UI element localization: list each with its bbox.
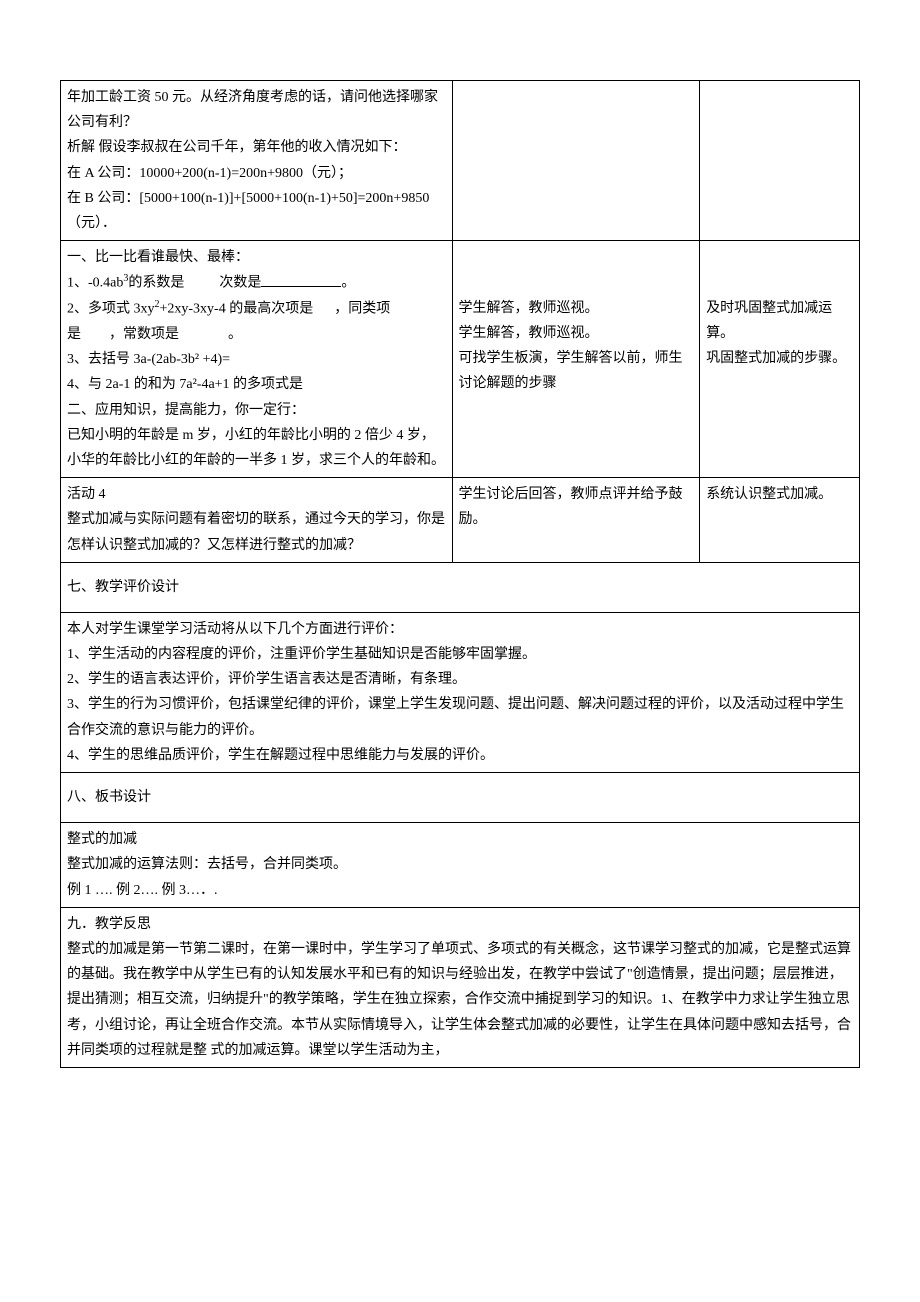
section-7-header: 七、教学评价设计 xyxy=(61,562,860,612)
section-header-row: 七、教学评价设计 xyxy=(61,562,860,612)
section-9: 九．教学反思 整式的加减是第一节第二课时，在第一课时中，学生学习了单项式、多项式… xyxy=(61,907,860,1067)
text-line: 本人对学生课堂学习活动将从以下几个方面进行评价： xyxy=(67,617,853,642)
purpose-cell xyxy=(700,81,860,241)
activity-cell: 一、比一比看谁最快、最棒： 1、-0.4ab3的系数是 次数是。 2、多项式 3… xyxy=(61,241,453,478)
text-line: 学生解答，教师巡视。 xyxy=(459,321,694,346)
section-7-body: 本人对学生课堂学习活动将从以下几个方面进行评价： 1、学生活动的内容程度的评价，… xyxy=(61,612,860,772)
text-line: 2、学生的语言表达评价，评价学生语言表达是否清晰，有条理。 xyxy=(67,667,853,692)
section-8-header: 八、板书设计 xyxy=(61,773,860,823)
section-9-header: 九．教学反思 xyxy=(67,912,853,937)
guidance-cell xyxy=(452,81,700,241)
text-line: 1、学生活动的内容程度的评价，注重评价学生基础知识是否能够牢固掌握。 xyxy=(67,642,853,667)
text-line: 年加工龄工资 50 元。从经济角度考虑的话，请问他选择哪家公司有利？ xyxy=(67,85,446,135)
activity-cell: 年加工龄工资 50 元。从经济角度考虑的话，请问他选择哪家公司有利？ 析解 假设… xyxy=(61,81,453,241)
section-header-row: 八、板书设计 xyxy=(61,773,860,823)
question-line: 1、-0.4ab3的系数是 次数是。 xyxy=(67,270,446,296)
section-body-row: 本人对学生课堂学习活动将从以下几个方面进行评价： 1、学生活动的内容程度的评价，… xyxy=(61,612,860,772)
section-body-row: 九．教学反思 整式的加减是第一节第二课时，在第一课时中，学生学习了单项式、多项式… xyxy=(61,907,860,1067)
question-line: 3、去括号 3a-(2ab-3b² +4)= xyxy=(67,347,446,372)
activity-cell: 活动 4 整式加减与实际问题有着密切的联系，通过今天的学习，你是怎样认识整式加减… xyxy=(61,478,453,563)
section-9-body: 整式的加减是第一节第二课时，在第一课时中，学生学习了单项式、多项式的有关概念，这… xyxy=(67,937,853,1063)
problem-text: 已知小明的年龄是 m 岁，小红的年龄比小明的 2 倍少 4 岁，小华的年龄比小红… xyxy=(67,423,446,473)
guidance-cell: 学生讨论后回答，教师点评并给予鼓励。 xyxy=(452,478,700,563)
text-line: 在 A 公司：10000+200(n-1)=200n+9800（元）； xyxy=(67,161,446,186)
text-line: 活动 4 xyxy=(67,482,446,507)
text-line: 整式加减的运算法则：去括号，合并同类项。 xyxy=(67,852,853,877)
table-row: 一、比一比看谁最快、最棒： 1、-0.4ab3的系数是 次数是。 2、多项式 3… xyxy=(61,241,860,478)
text-line: 学生解答，教师巡视。 xyxy=(459,296,694,321)
text-line: 整式的加减 xyxy=(67,827,853,852)
text-line: 可找学生板演，学生解答以前，师生讨论解题的步骤 xyxy=(459,346,694,396)
text-line: 在 B 公司：[5000+100(n-1)]+[5000+100(n-1)+50… xyxy=(67,186,446,236)
lesson-plan-table: 年加工龄工资 50 元。从经济角度考虑的话，请问他选择哪家公司有利？ 析解 假设… xyxy=(60,80,860,1068)
guidance-cell: 学生解答，教师巡视。 学生解答，教师巡视。 可找学生板演，学生解答以前，师生讨论… xyxy=(452,241,700,478)
purpose-cell: 系统认识整式加减。 xyxy=(700,478,860,563)
text-line: 例 1 …. 例 2…. 例 3…．. xyxy=(67,878,853,903)
section-8-body: 整式的加减 整式加减的运算法则：去括号，合并同类项。 例 1 …. 例 2…. … xyxy=(61,823,860,908)
section-body-row: 整式的加减 整式加减的运算法则：去括号，合并同类项。 例 1 …. 例 2…. … xyxy=(61,823,860,908)
text-line: 整式加减与实际问题有着密切的联系，通过今天的学习，你是怎样认识整式加减的？又怎样… xyxy=(67,507,446,557)
text-line: 析解 假设李叔叔在公司千年，第年他的收入情况如下： xyxy=(67,135,446,160)
blank-line xyxy=(261,273,341,287)
text-line: 3、学生的行为习惯评价，包括课堂纪律的评价，课堂上学生发现问题、提出问题、解决问… xyxy=(67,692,853,742)
table-row: 年加工龄工资 50 元。从经济角度考虑的话，请问他选择哪家公司有利？ 析解 假设… xyxy=(61,81,860,241)
question-line: 2、多项式 3xy2+2xy-3xy-4 的最高次项是 ，同类项是 ，常数项是 … xyxy=(67,296,446,347)
question-line: 4、与 2a-1 的和为 7a²-4a+1 的多项式是 xyxy=(67,372,446,397)
text-line: 4、学生的思维品质评价，学生在解题过程中思维能力与发展的评价。 xyxy=(67,743,853,768)
purpose-cell: 及时巩固整式加减运算。 巩固整式加减的步骤。 xyxy=(700,241,860,478)
table-row: 活动 4 整式加减与实际问题有着密切的联系，通过今天的学习，你是怎样认识整式加减… xyxy=(61,478,860,563)
text-line: 二、应用知识，提高能力，你一定行： xyxy=(67,398,446,423)
text-line: 一、比一比看谁最快、最棒： xyxy=(67,245,446,270)
text-line: 巩固整式加减的步骤。 xyxy=(706,346,853,371)
text-line: 及时巩固整式加减运算。 xyxy=(706,296,853,346)
